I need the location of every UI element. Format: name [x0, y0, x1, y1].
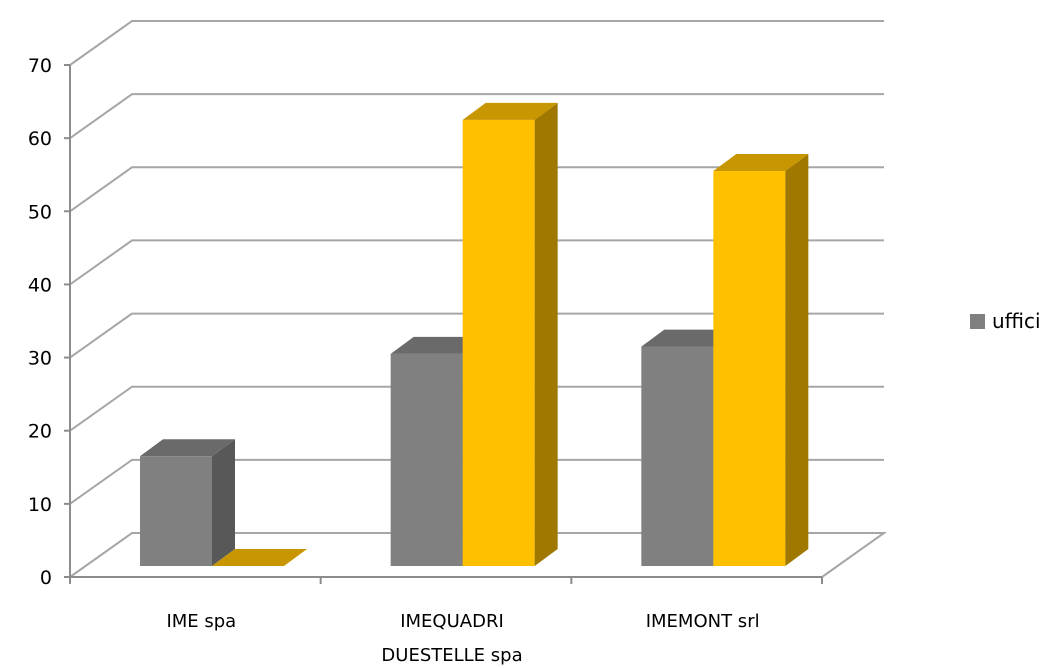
- legend: uffici: [970, 309, 1041, 333]
- bar-front: [140, 456, 212, 566]
- gridline: [69, 166, 884, 213]
- gridline: [69, 20, 884, 66]
- gridline: [69, 385, 884, 432]
- gridline: [69, 458, 884, 505]
- bar-side: [534, 102, 558, 566]
- category-label: IME spa: [166, 611, 236, 632]
- y-tick-label: 20: [28, 421, 52, 443]
- bar-side: [212, 439, 235, 566]
- bar-top: [462, 102, 558, 120]
- x-axis: [69, 576, 823, 584]
- y-tick-label: 0: [40, 567, 52, 589]
- bar: [713, 154, 809, 566]
- bar-front: [713, 171, 786, 566]
- bar-top: [140, 439, 235, 457]
- bar: [462, 102, 558, 566]
- y-tick-label: 10: [28, 494, 52, 516]
- y-tick-label: 40: [28, 274, 52, 296]
- gridline: [69, 93, 884, 139]
- bar-top: [212, 549, 307, 566]
- bars: [140, 102, 809, 566]
- y-tick-label: 60: [28, 128, 52, 150]
- y-tick-label: 30: [28, 348, 52, 370]
- gridline: [69, 312, 884, 359]
- bar-side: [785, 154, 809, 566]
- bar-front: [641, 346, 714, 566]
- bar-front: [462, 119, 535, 566]
- bar-top: [390, 336, 486, 354]
- gridline: [69, 239, 884, 286]
- legend-swatch: [970, 314, 985, 329]
- category-label: IMEQUADRI DUESTELLE spa: [381, 611, 522, 666]
- bar: [140, 439, 235, 566]
- bar-top: [713, 154, 809, 172]
- category-label: IMEMONT srl: [646, 611, 760, 632]
- bar-top: [641, 329, 737, 347]
- bar: [212, 549, 307, 566]
- category-labels: IME spa IMEQUADRI DUESTELLE spa IMEMONT srl: [166, 611, 759, 666]
- y-tick-label: 50: [28, 201, 52, 223]
- legend-label: uffici: [992, 309, 1041, 333]
- bar-front: [390, 353, 463, 566]
- y-axis: [64, 64, 71, 578]
- y-tick-label: 70: [28, 55, 52, 77]
- y-tick-labels: 0 10 20 30 40 50 60 70: [28, 55, 52, 589]
- gridlines: [69, 20, 884, 505]
